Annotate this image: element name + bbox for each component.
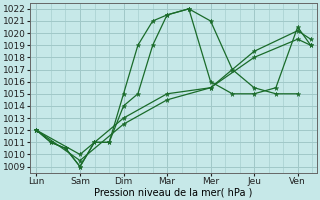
X-axis label: Pression niveau de la mer( hPa ): Pression niveau de la mer( hPa )	[94, 187, 253, 197]
